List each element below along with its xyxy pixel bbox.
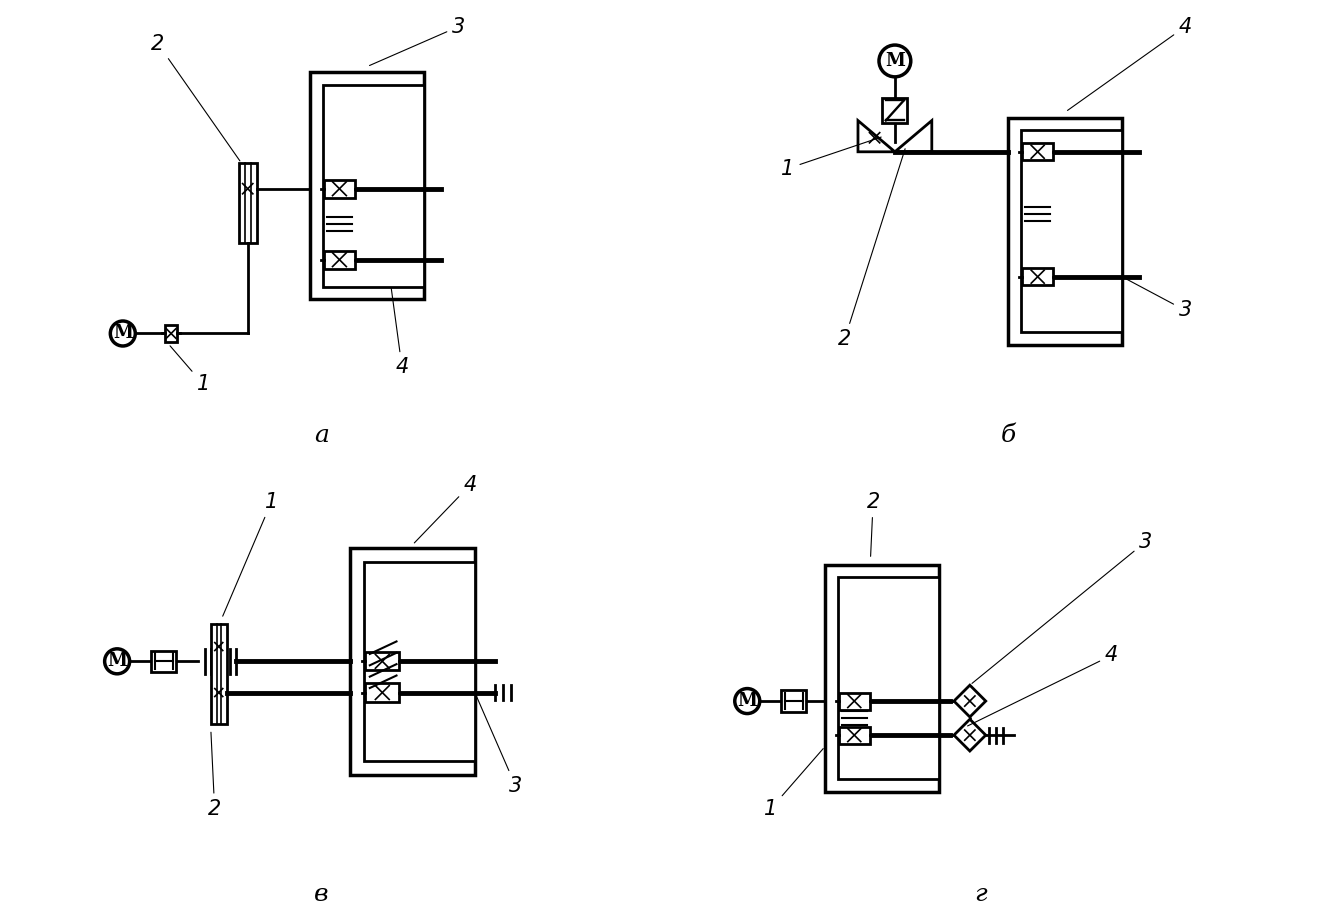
Bar [152,650,176,672]
Text: 4: 4 [390,279,408,378]
Text: 2: 2 [152,33,239,161]
Text: г: г [974,882,987,905]
Text: 1: 1 [222,492,278,616]
Bar [211,624,226,724]
Bar [1021,144,1053,160]
Text: 2: 2 [838,149,906,349]
Text: б: б [1001,425,1016,448]
Circle shape [879,45,911,76]
Circle shape [734,689,759,714]
Text: 2: 2 [867,492,879,556]
Bar [781,690,806,712]
Bar [1021,130,1123,332]
Text: 1: 1 [781,137,882,179]
Text: 2: 2 [207,732,221,819]
Text: М: М [108,652,128,670]
Bar [1021,268,1053,286]
Bar [366,683,399,702]
Text: М: М [737,692,757,710]
Bar [364,562,475,761]
Text: 1: 1 [170,345,210,394]
Text: 3: 3 [370,17,465,65]
Bar [825,565,939,792]
Bar [323,180,355,198]
Text: 3: 3 [972,531,1152,683]
Text: М: М [113,324,133,343]
Text: 4: 4 [415,475,476,542]
Text: в: в [314,882,329,905]
Bar [310,73,424,299]
Bar [839,727,870,743]
Bar [323,251,355,269]
Text: 4: 4 [1068,17,1192,111]
Text: М: М [884,52,904,70]
Bar [882,98,907,122]
Bar [238,163,257,242]
Bar [366,652,399,670]
Bar [350,548,475,775]
Text: 3: 3 [1124,278,1192,321]
Bar [839,693,870,709]
Text: а: а [314,425,329,448]
Bar [1008,118,1123,344]
Text: 3: 3 [476,695,523,796]
Text: 1: 1 [765,749,823,819]
Circle shape [105,648,129,674]
Bar [838,577,939,779]
Circle shape [110,321,136,346]
Bar [323,85,424,287]
Text: 4: 4 [967,646,1119,726]
Bar [165,325,177,342]
